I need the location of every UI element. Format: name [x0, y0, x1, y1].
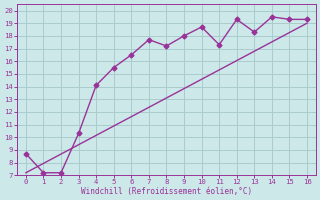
- X-axis label: Windchill (Refroidissement éolien,°C): Windchill (Refroidissement éolien,°C): [81, 187, 252, 196]
